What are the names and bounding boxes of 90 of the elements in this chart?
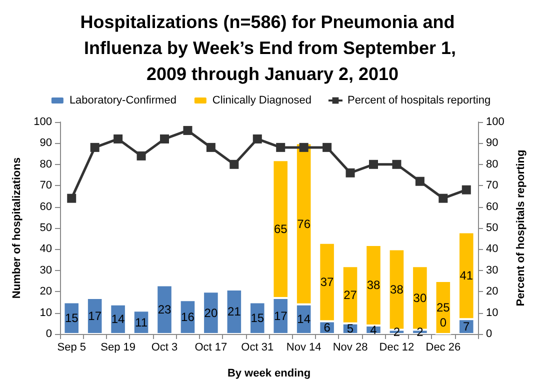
data-label: 6: [324, 320, 331, 335]
data-label: 65: [274, 222, 288, 236]
data-label: 15: [64, 311, 79, 326]
legend-label: Percent of hospitals reporting: [347, 94, 491, 106]
y-tick-label: 40: [40, 243, 52, 256]
point: [392, 160, 402, 169]
y-tick-label: 70: [40, 180, 52, 192]
y2-tick-label: 40: [486, 243, 498, 256]
y2-tick-label: 50: [486, 222, 498, 234]
bar: [249, 302, 266, 334]
bar: [110, 304, 126, 334]
x-tick-label: Oct 3: [151, 342, 178, 354]
data-label: 25: [436, 300, 450, 314]
data-label: 11: [135, 315, 148, 330]
y-tick-label: 20: [40, 286, 52, 298]
point: [322, 142, 332, 152]
y-tick-label: 0: [46, 328, 52, 340]
data-label: 23: [158, 302, 172, 317]
data-label: 37: [320, 275, 334, 290]
data-label: 7: [463, 320, 470, 334]
legend-label: Laboratory-Confirmed: [69, 94, 176, 106]
data-label: 15: [250, 311, 264, 326]
data-label: 38: [366, 278, 380, 292]
point: [415, 176, 424, 186]
x-axis-title: By week ending: [227, 368, 311, 380]
data-label: 0: [440, 316, 447, 330]
chart-title: Hospitalizations (n=586) for Pneumonia and Influenza by Week’s End from September 1, 2009 through January 2, 2010: [80, 12, 460, 84]
data-label: 2: [416, 324, 424, 339]
point: [90, 142, 100, 152]
y-axis-title: Number of hospitalizations: [11, 157, 24, 299]
point: [160, 134, 169, 144]
y-tick-label: 80: [40, 158, 52, 170]
x-tick-label: Sep 19: [100, 342, 136, 354]
point: [276, 142, 286, 152]
y2-tick-label: 20: [486, 286, 498, 298]
data-label: 27: [344, 288, 358, 302]
data-label: 21: [227, 304, 242, 319]
x-tick-label: Nov 28: [332, 342, 368, 354]
legend-label: Clinically Diagnosed: [212, 94, 312, 106]
y2-tick-label: 100: [486, 116, 504, 128]
data-label: 76: [297, 216, 311, 231]
point: [67, 194, 76, 203]
x-tick-label: Sep 5: [57, 342, 86, 354]
y-tick-label: 10: [40, 306, 52, 319]
x-tick-label: Nov 14: [286, 342, 322, 354]
point: [369, 160, 378, 169]
data-label: 17: [274, 308, 288, 323]
y2-tick-label: 0: [486, 328, 492, 340]
y-tick-label: 50: [40, 222, 52, 234]
data-label: 2: [393, 324, 400, 339]
x-tick-label: Dec 12: [379, 342, 414, 354]
y-tick-label: 100: [34, 116, 52, 128]
data-label: 20: [204, 306, 218, 320]
y2-tick-label: 90: [486, 137, 498, 150]
x-tick-label: Oct 31: [241, 342, 274, 354]
data-label: 14: [111, 312, 126, 326]
bar: [64, 302, 80, 334]
data-label: 16: [181, 310, 195, 324]
y2-axis-title: Percent of hospitals reporting: [514, 150, 527, 306]
bar: [203, 292, 219, 334]
point: [230, 160, 239, 169]
point: [183, 126, 192, 135]
point: [346, 168, 355, 178]
point: [438, 194, 448, 203]
data-label: 14: [297, 312, 311, 326]
data-label: 30: [413, 290, 427, 305]
y-tick-label: 90: [40, 137, 52, 150]
y2-tick-label: 70: [486, 180, 498, 192]
x-tick-label: Oct 17: [194, 342, 228, 354]
point: [136, 151, 146, 160]
data-label: 41: [460, 268, 474, 283]
data-label: 17: [88, 308, 102, 323]
data-label: 38: [390, 282, 404, 296]
point: [114, 134, 123, 144]
point: [462, 185, 471, 194]
y2-tick-label: 60: [486, 200, 498, 213]
data-label: 5: [346, 322, 354, 336]
y2-tick-label: 10: [486, 306, 498, 319]
y2-tick-label: 30: [486, 264, 498, 276]
bar: [86, 298, 103, 334]
point: [206, 142, 216, 152]
data-label: 4: [370, 322, 378, 337]
y-tick-label: 60: [40, 200, 52, 213]
point: [252, 134, 262, 144]
bar: [226, 289, 242, 334]
point: [299, 142, 308, 152]
y-tick-label: 30: [40, 264, 52, 276]
x-tick-label: Dec 26: [426, 342, 461, 354]
bar: [156, 285, 172, 334]
y2-tick-label: 80: [486, 158, 498, 170]
